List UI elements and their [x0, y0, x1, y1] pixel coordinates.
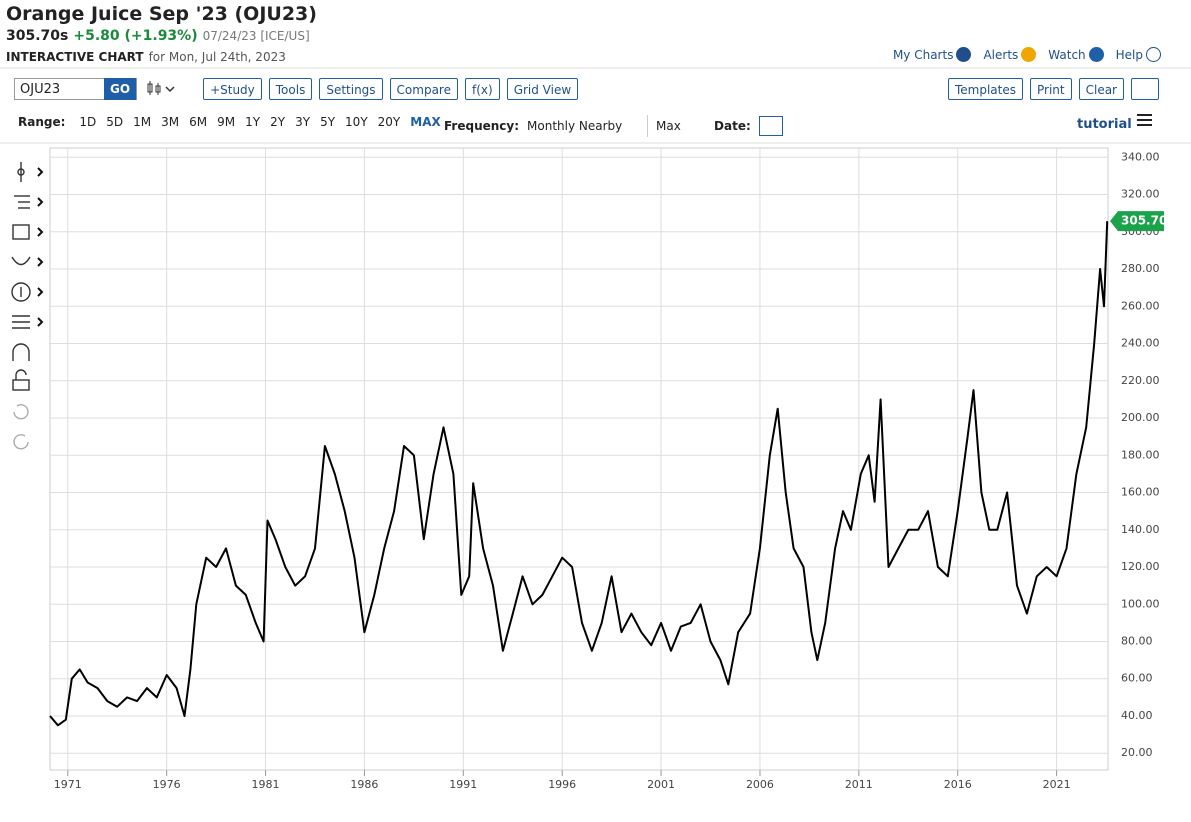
tutorial-link[interactable]: tutorial: [1077, 117, 1132, 132]
x-tick-label: 2006: [746, 778, 774, 791]
toolbar: OJU23 GO +Study Tools Settings Compare f(x) G…: [14, 78, 579, 100]
range-option[interactable]: 9M: [217, 115, 236, 129]
x-tick-label: 1971: [54, 778, 82, 791]
y-tick-label: 260.00: [1121, 299, 1160, 312]
y-tick-label: 340.00: [1121, 150, 1160, 163]
toolbar-button[interactable]: Tools: [268, 78, 313, 100]
toolbar-button[interactable]: Settings: [319, 78, 383, 100]
x-tick-label: 1996: [548, 778, 576, 791]
x-tick-label: 1981: [252, 778, 280, 791]
price: 305.70s: [6, 28, 69, 44]
chart-label: INTERACTIVE CHART: [6, 50, 144, 64]
y-tick-label: 320.00: [1121, 188, 1160, 201]
y-tick-label: 280.00: [1121, 262, 1160, 275]
y-tick-label: 40.00: [1121, 709, 1153, 722]
y-tick-label: 160.00: [1121, 486, 1160, 499]
x-tick-label: 2011: [845, 778, 873, 791]
symbol-input[interactable]: OJU23: [20, 81, 61, 97]
toolbar-button[interactable]: Templates: [947, 78, 1023, 100]
link-icon: [956, 47, 972, 62]
y-tick-label: 20.00: [1121, 746, 1153, 759]
toolbar-button[interactable]: +Study: [203, 78, 262, 100]
range-option[interactable]: 6M: [189, 115, 208, 129]
link-icon: [1146, 47, 1161, 62]
quote-meta: 07/24/23 [ICE/US]: [202, 29, 310, 43]
price-line: [49, 221, 1109, 727]
expand-button[interactable]: [1131, 78, 1159, 100]
plot-area: [49, 147, 1109, 771]
range-option[interactable]: MAX: [410, 115, 441, 129]
toolbar-button[interactable]: Print: [1030, 78, 1072, 100]
drawing-tools[interactable]: [11, 162, 44, 450]
range-option[interactable]: 3M: [161, 115, 180, 129]
date-text: for Mon, Jul 24th, 2023: [148, 50, 286, 64]
x-tick-label: 2001: [647, 778, 675, 791]
symbol-box[interactable]: OJU23 GO: [14, 78, 138, 100]
link-icon: [1021, 47, 1037, 62]
toolbar-button[interactable]: Grid View: [506, 78, 579, 100]
chart-type[interactable]: [144, 79, 184, 99]
range-option[interactable]: 20Y: [377, 115, 401, 129]
range-option[interactable]: 1Y: [245, 115, 261, 129]
go-button[interactable]: GO: [104, 78, 137, 100]
date-label: Date:: [714, 119, 751, 133]
x-tick-label: 2016: [944, 778, 972, 791]
range-option[interactable]: 10Y: [345, 115, 368, 129]
x-tick-label: 1991: [449, 778, 477, 791]
date-picker[interactable]: [758, 116, 783, 136]
range-option[interactable]: 1M: [133, 115, 152, 129]
header-link[interactable]: My Charts: [892, 47, 954, 62]
y-tick-label: 200.00: [1121, 411, 1160, 424]
y-tick-label: 220.00: [1121, 374, 1160, 387]
y-tick-label: 80.00: [1121, 635, 1153, 648]
range-label: Range:: [18, 115, 66, 129]
y-tick-label: 240.00: [1121, 337, 1160, 350]
period-select[interactable]: Max: [656, 119, 681, 133]
range-option[interactable]: 3Y: [295, 115, 311, 129]
last-price-label: 305.70: [1121, 214, 1167, 228]
range-option[interactable]: 1D: [79, 115, 97, 129]
y-tick-label: 60.00: [1121, 672, 1153, 685]
x-tick-label: 1986: [350, 778, 378, 791]
link-icon: [1088, 47, 1104, 62]
range-bar: Range: 1D 5D 1M 3M 6M 9M 1Y 2Y 3Y 5Y 10Y 20Y MAX: [18, 115, 441, 129]
toolbar-button[interactable]: Compare: [389, 78, 458, 100]
x-tick-label: 1976: [153, 778, 181, 791]
title: Orange Juice Sep '23 (OJU23): [6, 3, 317, 25]
header-link[interactable]: Alerts: [983, 47, 1019, 62]
change: +5.80 (+1.93%): [73, 28, 198, 44]
header-link[interactable]: Help: [1115, 47, 1143, 62]
toolbar-right: Templates Print Clear: [947, 78, 1159, 100]
frequency-select[interactable]: Monthly Nearby: [527, 119, 623, 133]
frequency-label: Frequency:: [444, 119, 520, 133]
x-tick-label: 2021: [1043, 778, 1071, 791]
last-price-marker: [1110, 211, 1164, 232]
menu[interactable]: [1137, 114, 1152, 126]
range-option[interactable]: 5D: [106, 115, 124, 129]
range-option[interactable]: 5Y: [320, 115, 336, 129]
toolbar-button[interactable]: Clear: [1078, 78, 1124, 100]
y-tick-label: 180.00: [1121, 448, 1160, 461]
y-tick-label: 100.00: [1121, 597, 1160, 610]
y-tick-label: 120.00: [1121, 560, 1160, 573]
header-links: My Charts Alerts Watch Help: [893, 47, 1161, 62]
y-tick-label: 140.00: [1121, 523, 1160, 536]
header-link[interactable]: Watch: [1048, 47, 1086, 62]
toolbar-button[interactable]: f(x): [464, 78, 500, 100]
range-option[interactable]: 2Y: [270, 115, 286, 129]
